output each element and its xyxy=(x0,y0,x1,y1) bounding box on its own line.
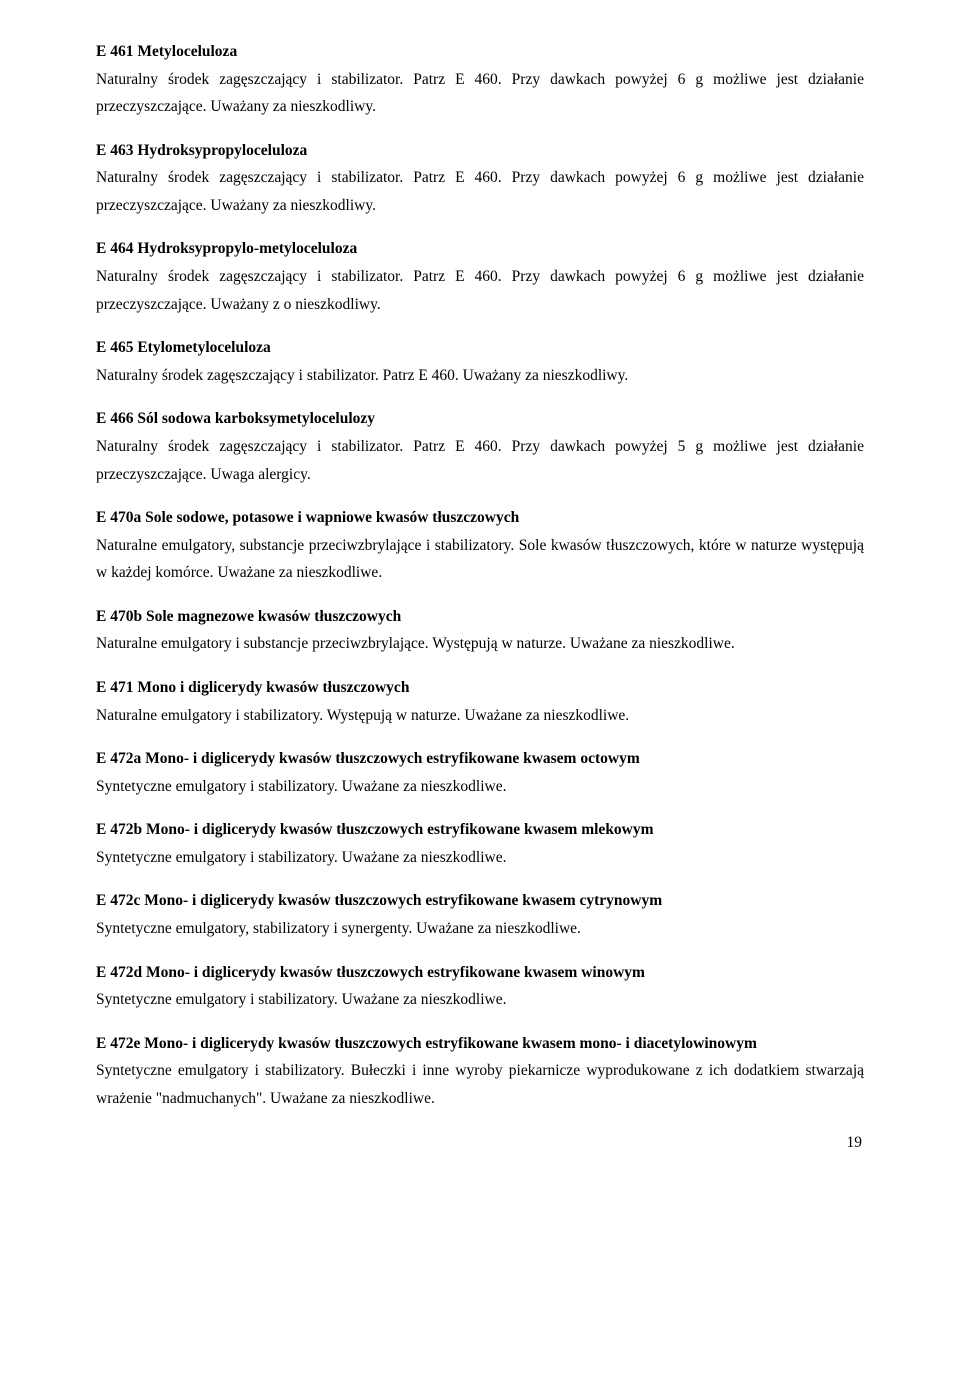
entry-description: Naturalny środek zagęszczający i stabili… xyxy=(96,66,864,121)
entry-title: E 471 Mono i diglicerydy kwasów tłuszczo… xyxy=(96,674,864,702)
entry-title: E 466 Sól sodowa karboksymetylocelulozy xyxy=(96,405,864,433)
page-number: 19 xyxy=(96,1129,864,1157)
entry: E 472a Mono- i diglicerydy kwasów tłuszc… xyxy=(96,745,864,800)
entry: E 465 EtylometylocelulozaNaturalny środe… xyxy=(96,334,864,389)
entry-title: E 463 Hydroksypropyloceluloza xyxy=(96,137,864,165)
entry-title: E 472c Mono- i diglicerydy kwasów tłuszc… xyxy=(96,887,864,915)
entry: E 470b Sole magnezowe kwasów tłuszczowyc… xyxy=(96,603,864,658)
entry: E 463 HydroksypropylocelulozaNaturalny ś… xyxy=(96,137,864,220)
entry: E 472d Mono- i diglicerydy kwasów tłuszc… xyxy=(96,959,864,1014)
entry-description: Naturalne emulgatory, substancje przeciw… xyxy=(96,532,864,587)
entry: E 472c Mono- i diglicerydy kwasów tłuszc… xyxy=(96,887,864,942)
entry-description: Syntetyczne emulgatory i stabilizatory. … xyxy=(96,844,864,872)
entry-description: Naturalne emulgatory i substancje przeci… xyxy=(96,630,864,658)
entry-description: Naturalny środek zagęszczający i stabili… xyxy=(96,164,864,219)
entry-title: E 464 Hydroksypropylo-metyloceluloza xyxy=(96,235,864,263)
entry-description: Syntetyczne emulgatory i stabilizatory. … xyxy=(96,986,864,1014)
entry-title: E 470a Sole sodowe, potasowe i wapniowe … xyxy=(96,504,864,532)
entry-title: E 472d Mono- i diglicerydy kwasów tłuszc… xyxy=(96,959,864,987)
entry: E 466 Sól sodowa karboksymetylocelulozyN… xyxy=(96,405,864,488)
entry-description: Syntetyczne emulgatory i stabilizatory. … xyxy=(96,1057,864,1112)
document-page: E 461 MetylocelulozaNaturalny środek zag… xyxy=(0,0,960,1196)
entries-container: E 461 MetylocelulozaNaturalny środek zag… xyxy=(96,38,864,1113)
entry-description: Syntetyczne emulgatory i stabilizatory. … xyxy=(96,773,864,801)
entry: E 472e Mono- i diglicerydy kwasów tłuszc… xyxy=(96,1030,864,1113)
entry: E 471 Mono i diglicerydy kwasów tłuszczo… xyxy=(96,674,864,729)
entry-title: E 472b Mono- i diglicerydy kwasów tłuszc… xyxy=(96,816,864,844)
entry-description: Naturalny środek zagęszczający i stabili… xyxy=(96,362,864,390)
entry-title: E 461 Metyloceluloza xyxy=(96,38,864,66)
entry-title: E 465 Etylometyloceluloza xyxy=(96,334,864,362)
entry-title: E 472a Mono- i diglicerydy kwasów tłuszc… xyxy=(96,745,864,773)
entry: E 472b Mono- i diglicerydy kwasów tłuszc… xyxy=(96,816,864,871)
entry-description: Syntetyczne emulgatory, stabilizatory i … xyxy=(96,915,864,943)
entry-description: Naturalny środek zagęszczający i stabili… xyxy=(96,433,864,488)
entry: E 470a Sole sodowe, potasowe i wapniowe … xyxy=(96,504,864,587)
entry-title: E 470b Sole magnezowe kwasów tłuszczowyc… xyxy=(96,603,864,631)
entry-description: Naturalne emulgatory i stabilizatory. Wy… xyxy=(96,702,864,730)
entry-title: E 472e Mono- i diglicerydy kwasów tłuszc… xyxy=(96,1030,864,1058)
entry: E 461 MetylocelulozaNaturalny środek zag… xyxy=(96,38,864,121)
entry-description: Naturalny środek zagęszczający i stabili… xyxy=(96,263,864,318)
entry: E 464 Hydroksypropylo-metylocelulozaNatu… xyxy=(96,235,864,318)
